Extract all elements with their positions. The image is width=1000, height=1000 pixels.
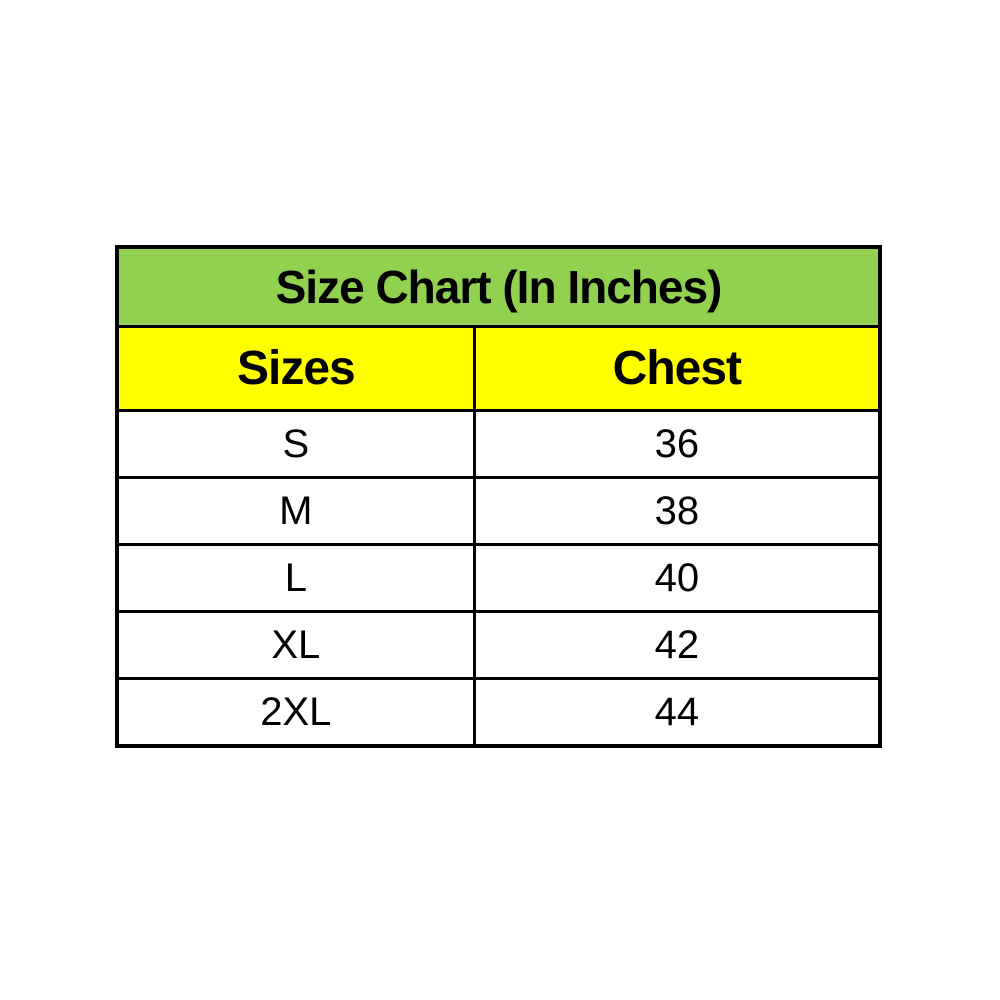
table-row: XL 42 bbox=[119, 610, 878, 677]
chest-cell: 38 bbox=[472, 479, 878, 543]
column-header-sizes: Sizes bbox=[236, 342, 356, 395]
size-cell: 2XL bbox=[260, 689, 332, 734]
chest-cell: 40 bbox=[472, 546, 878, 610]
chest-cell: 36 bbox=[472, 412, 878, 476]
table-row: L 40 bbox=[119, 543, 878, 610]
table-row: M 38 bbox=[119, 476, 878, 543]
table-title: Size Chart (In Inches) bbox=[119, 249, 878, 325]
size-cell: M bbox=[279, 488, 313, 533]
table-row: S 36 bbox=[119, 409, 878, 476]
size-cell: XL bbox=[271, 622, 321, 667]
chest-cell: 44 bbox=[472, 680, 878, 744]
size-chart-table: Size Chart (In Inches) Sizes Chest S 36 … bbox=[115, 245, 882, 748]
size-cell: S bbox=[282, 421, 310, 466]
table-row: 2XL 44 bbox=[119, 677, 878, 744]
column-header-chest: Chest bbox=[472, 328, 878, 409]
chest-cell: 42 bbox=[472, 613, 878, 677]
size-cell: L bbox=[284, 555, 307, 600]
table-header-row: Sizes Chest bbox=[119, 325, 878, 409]
